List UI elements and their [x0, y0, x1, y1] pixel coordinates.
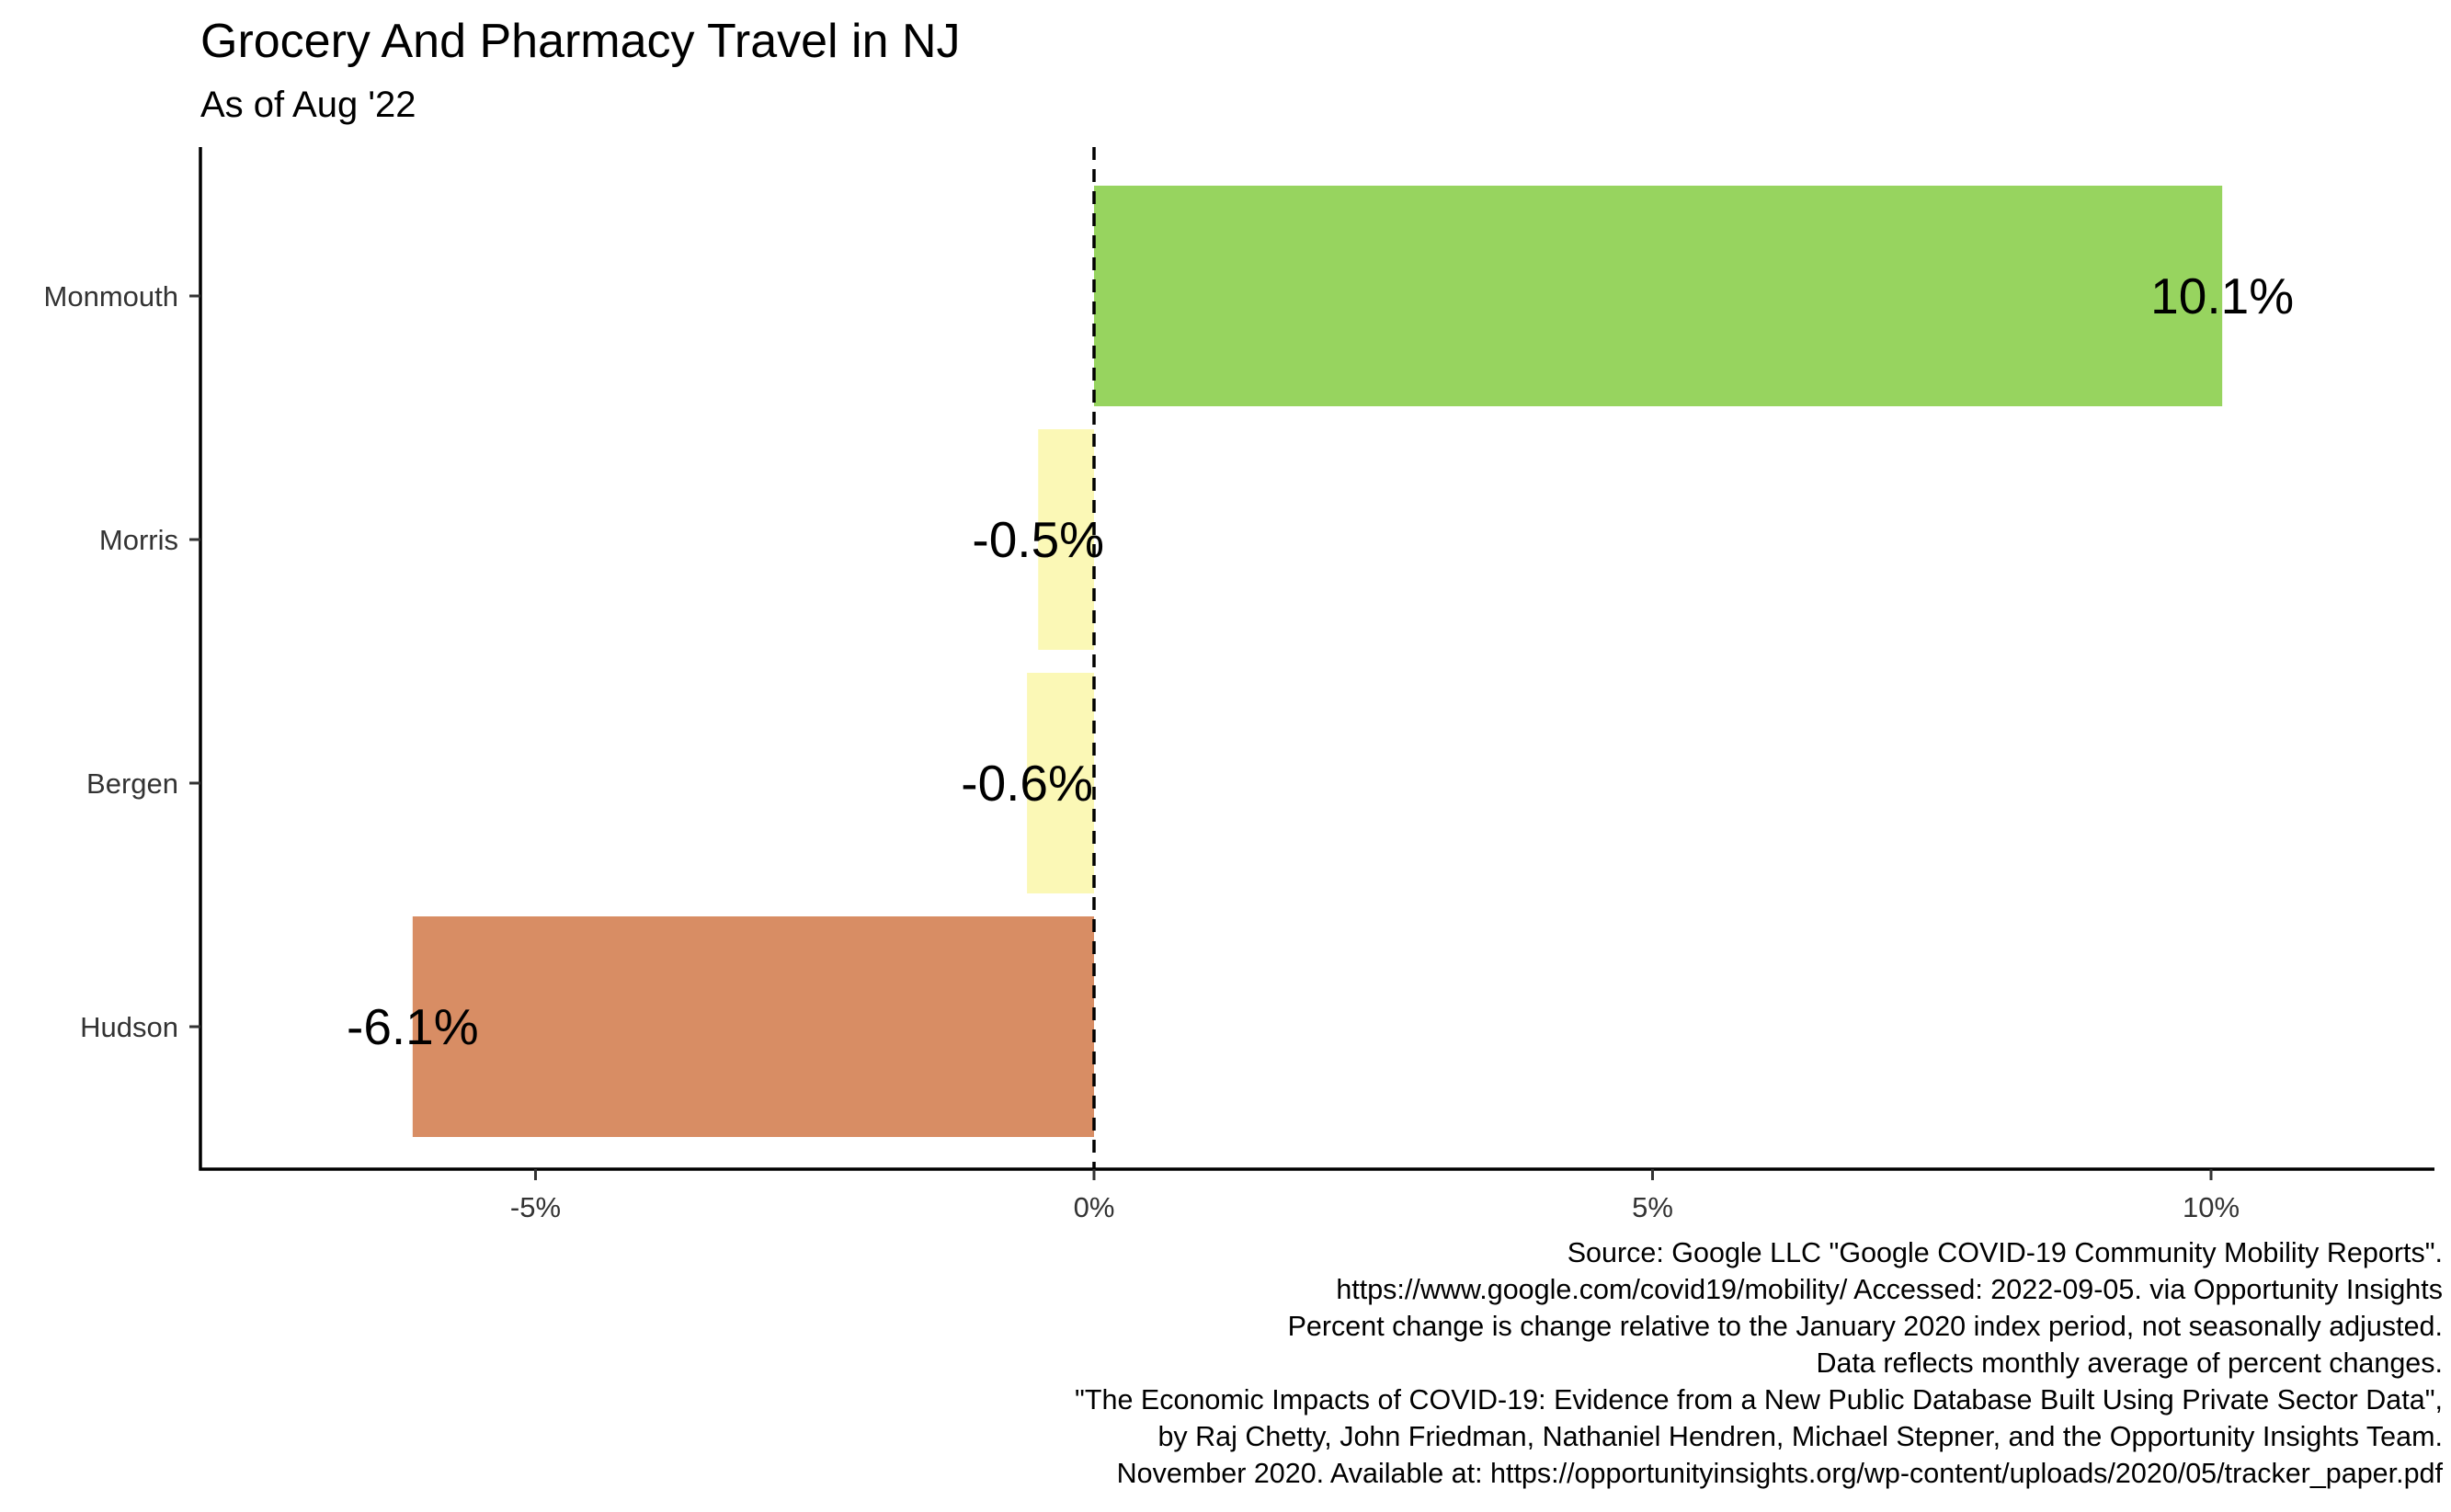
data-label-hudson: -6.1% [347, 998, 479, 1055]
data-label-bergen: -0.6% [961, 755, 1093, 812]
bar-hudson [412, 916, 1095, 1137]
caption-line-7: November 2020. Available at: https://opp… [1116, 1458, 2443, 1489]
caption-line-5: "The Economic Impacts of COVID-19: Evide… [1075, 1384, 2443, 1415]
caption-line-1: Source: Google LLC "Google COVID-19 Comm… [1567, 1237, 2443, 1268]
chart-subtitle: As of Aug '22 [200, 85, 416, 125]
y-tick-label-hudson: Hudson [80, 1011, 178, 1043]
y-tick-label-bergen: Bergen [86, 767, 178, 800]
caption-line-4: Data reflects monthly average of percent… [1816, 1347, 2443, 1379]
chart-title: Grocery And Pharmacy Travel in NJ [200, 15, 961, 68]
x-tick-label-3: 10% [2183, 1191, 2240, 1223]
data-label-monmouth: 10.1% [2150, 267, 2294, 324]
x-tick-label-2: 5% [1632, 1191, 1673, 1223]
x-tick-label-0: -5% [510, 1191, 561, 1223]
data-label-morris: -0.5% [972, 511, 1104, 568]
bar-morris [1038, 429, 1094, 650]
x-tick-label-1: 0% [1074, 1191, 1115, 1223]
bar-bergen [1027, 673, 1094, 893]
caption-line-2: https://www.google.com/covid19/mobility/… [1336, 1274, 2443, 1305]
y-tick-label-morris: Morris [99, 524, 178, 556]
caption-line-3: Percent change is change relative to the… [1287, 1311, 2443, 1342]
source-caption: Source: Google LLC "Google COVID-19 Comm… [1075, 1234, 2443, 1492]
y-tick-label-monmouth: Monmouth [44, 280, 178, 313]
caption-line-6: by Raj Chetty, John Friedman, Nathaniel … [1157, 1421, 2443, 1452]
bar-monmouth [1094, 186, 2223, 406]
